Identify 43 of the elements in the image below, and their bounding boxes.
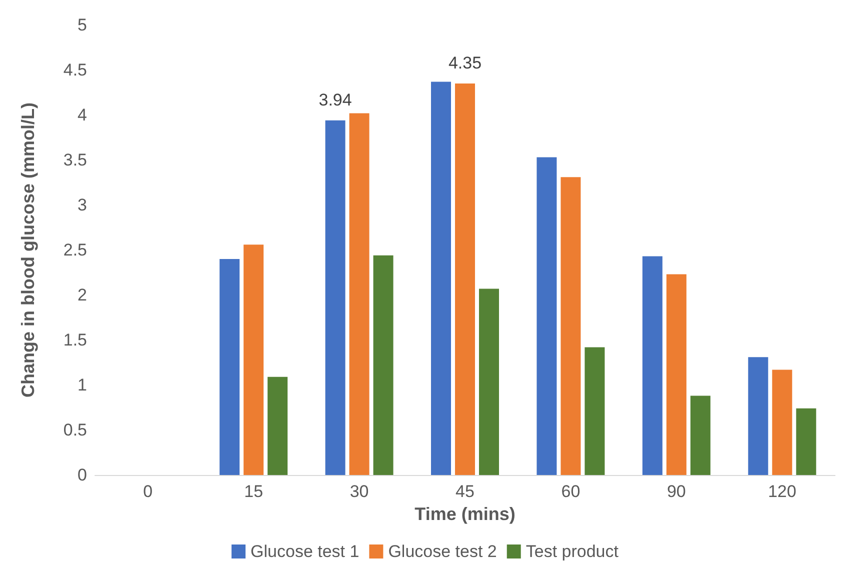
y-tick-label: 2.5: [63, 240, 87, 260]
bar: [560, 177, 581, 475]
x-tick-label: 60: [561, 482, 580, 501]
y-tick-label: 1.5: [63, 330, 87, 350]
bar: [796, 408, 816, 475]
bar: [748, 357, 768, 475]
bar: [479, 288, 499, 475]
bar: [220, 259, 240, 475]
bar: [666, 274, 686, 475]
bar: [268, 376, 288, 475]
x-tick-label: 0: [143, 482, 153, 501]
bar: [373, 255, 394, 475]
y-tick-label: 4.5: [63, 60, 87, 80]
y-tick-label: 3.5: [63, 150, 87, 170]
x-axis-title: Time (mins): [414, 504, 516, 524]
bar: [349, 113, 370, 475]
y-axis-title: Change in blood glucose (mmol/L): [18, 102, 38, 398]
x-tick-label: 45: [456, 482, 474, 501]
bar: [772, 370, 792, 475]
bar: [536, 157, 557, 475]
bar: [325, 120, 346, 475]
y-tick-label: 0: [78, 466, 87, 484]
bar: [431, 82, 451, 475]
y-tick-label: 2: [78, 286, 87, 304]
legend-label: Test product: [526, 542, 619, 561]
bar: [690, 396, 710, 475]
bar: [642, 256, 662, 475]
y-tick-label: 1: [78, 376, 87, 394]
bar: [584, 347, 605, 475]
y-tick-label: 5: [78, 16, 87, 34]
x-tick-label: 120: [768, 482, 796, 501]
y-tick-label: 3: [78, 196, 87, 214]
x-tick-label: 15: [244, 482, 264, 501]
bar: [244, 244, 264, 475]
y-tick-label: 0.5: [63, 420, 87, 440]
legend-label: Glucose test 1: [250, 542, 360, 561]
data-label: 3.94: [318, 90, 352, 110]
data-label: 4.35: [448, 54, 482, 72]
y-tick-label: 4: [78, 106, 87, 124]
bar: [455, 84, 475, 475]
x-tick-label: 30: [350, 482, 369, 501]
x-tick-label: 90: [666, 482, 686, 501]
legend-label: Glucose test 2: [388, 542, 497, 561]
